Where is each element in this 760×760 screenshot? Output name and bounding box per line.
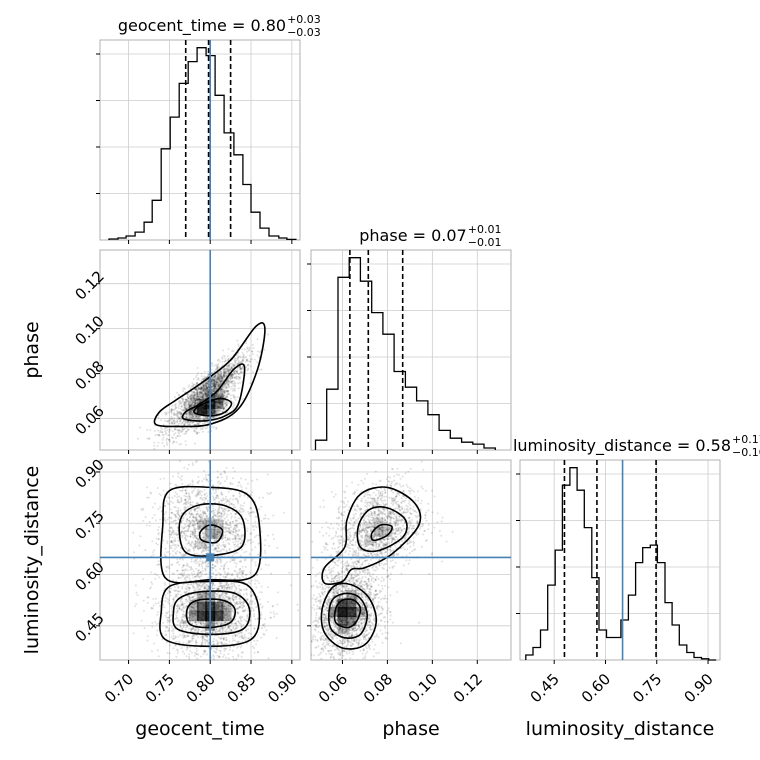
title-minus: −0.10 [732,446,760,459]
density-cell [197,601,207,612]
contour [181,363,246,422]
contour [159,580,261,648]
title-luminosity_distance: luminosity_distance = 0.58 [513,436,731,456]
density-cell [337,598,348,609]
density-cell [346,598,357,609]
title-value: 0.80 [250,16,286,35]
panel-content [311,460,454,660]
x-axis-label-phase: phase [382,718,439,740]
contour [356,506,408,553]
density-cell [188,601,199,612]
tick-label-x: 0.75 [142,670,178,706]
density-cell [213,611,224,622]
contour [198,524,224,544]
contour [172,590,251,636]
density-cell [197,611,207,622]
density-cell [213,398,224,409]
density-cell [346,615,357,626]
tick-label-x: 0.90 [264,670,300,706]
tick-label-x: 0.45 [527,670,563,706]
density-cell [213,387,224,398]
density-cell [346,590,357,600]
panel-frame [519,459,721,661]
y-axis-label-luminosity_distance: luminosity_distance [21,466,43,655]
density-cell [197,519,207,530]
scatter-panel-geocent_time-luminosity_distance: 0.70 0.75 0.80 0.85 0.900.450.600.750.90 [71,455,301,706]
contour [178,503,246,557]
scatter-panel-geocent_time-phase: 0.060.080.100.12 [71,249,301,454]
density-cell [213,529,224,540]
density-cell [337,607,348,618]
tick-label-x: 0.70 [101,670,137,706]
title-geocent_time: geocent_time = 0.80 [118,16,286,36]
title-plus: +0.17 [732,433,760,446]
hist-panel-phase: phase = 0.07 +0.01−0.01 [307,223,512,454]
density-cell [382,526,393,537]
density-cell [213,376,224,387]
density-cell [346,607,357,618]
title-prefix: phase = [359,226,431,245]
title-value: 0.07 [431,226,467,245]
density-cell [328,607,339,618]
density-cell [213,601,224,612]
title-plus: +0.01 [468,223,502,236]
density-cell [221,611,232,622]
tick-label-x: 0.80 [183,670,219,706]
tick-label-x: 0.90 [680,670,716,706]
density-cell [197,404,207,415]
contour [333,598,362,629]
density-cell [188,611,199,622]
contour [370,523,393,542]
tick-label-x: 0.10 [405,670,441,706]
title-plus: +0.03 [287,13,321,26]
density-cell [213,519,224,530]
contour [153,322,266,428]
density-cell [337,624,348,635]
panel-frame [99,459,301,661]
density-cell [364,535,375,546]
tick-label-x: 0.75 [629,670,665,706]
scatter-panel-phase-luminosity_distance: 0.06 0.08 0.10 0.12 [307,459,512,706]
x-axis-label-luminosity_distance: luminosity_distance [526,718,715,740]
contour [321,486,422,585]
y-axis-label-phase: phase [21,321,43,378]
hist-panel-geocent_time: geocent_time = 0.80 +0.03−0.03 [96,13,321,244]
histogram-phase [314,257,496,450]
density-cell [197,592,207,603]
tick-label-x: 0.12 [450,670,486,706]
contour [160,485,262,584]
density-cell [373,526,384,537]
contour [193,397,233,417]
density-cell [373,518,384,529]
x-axis-label-geocent_time: geocent_time [135,718,264,740]
contour [185,598,237,629]
title-minus: −0.03 [287,26,321,39]
density-cell [197,538,207,549]
tick-label-x: 0.08 [360,670,396,706]
title-prefix: geocent_time = [118,16,251,36]
title-minus: −0.01 [468,236,502,249]
contour [320,582,378,650]
histogram-geocent_time [108,47,297,241]
density-cell [221,601,232,612]
hist-panel-luminosity_distance: 0.45 0.60 0.75 0.90 luminosity_distance = 0.… [513,433,760,706]
title-value: 0.58 [695,436,731,455]
panel-frame [99,39,301,241]
histogram-luminosity_distance [525,467,717,661]
tick-label-x: 0.85 [223,670,259,706]
tick-label-x: 0.06 [315,670,351,706]
density-cell [337,615,348,626]
tick-label-x: 0.60 [578,670,614,706]
panel-frame [310,249,512,451]
title-phase: phase = 0.07 [359,226,466,245]
truth-marker [206,553,215,562]
title-prefix: luminosity_distance = [513,436,695,456]
contour [328,592,369,639]
